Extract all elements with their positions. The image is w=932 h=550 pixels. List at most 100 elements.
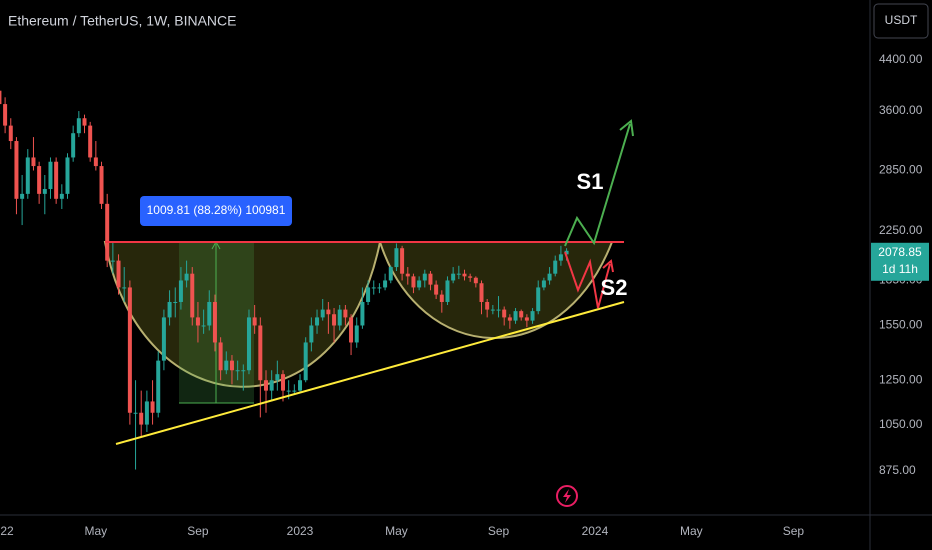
candle-body	[201, 325, 206, 327]
candle-body	[383, 280, 388, 288]
currency-label[interactable]: USDT	[885, 13, 918, 27]
candle-body	[513, 311, 518, 321]
candle-body	[31, 157, 36, 167]
candle-body	[88, 125, 93, 158]
x-tick-label: Sep	[783, 524, 805, 538]
candle-body	[156, 360, 161, 413]
s1-arrow	[564, 123, 631, 247]
last-price-box	[871, 242, 929, 281]
candle-body	[377, 287, 382, 289]
candle-body	[76, 118, 81, 134]
candle-body	[178, 280, 183, 302]
candle-body	[439, 294, 444, 302]
candle-body	[558, 254, 563, 261]
y-tick-label: 2250.00	[879, 223, 923, 237]
candle-body	[127, 287, 132, 413]
candle-body	[468, 276, 473, 278]
candle-body	[337, 309, 342, 326]
candle-body	[184, 273, 189, 281]
candle-body	[309, 325, 314, 343]
candle-body	[59, 193, 64, 199]
candle-body	[14, 141, 19, 199]
y-tick-label: 875.00	[879, 463, 916, 477]
candle-body	[71, 133, 76, 158]
candle-body	[462, 273, 467, 277]
candle-body	[252, 317, 257, 326]
candle-body	[502, 309, 507, 318]
candle-body	[536, 287, 541, 312]
candle-body	[320, 309, 325, 318]
x-tick-label: Sep	[488, 524, 510, 538]
candle-body	[190, 273, 195, 318]
lightning-bolt[interactable]	[563, 489, 571, 503]
candle-body	[235, 370, 240, 372]
candle-body	[218, 342, 223, 371]
candle-body	[207, 301, 212, 326]
y-tick-label: 2850.00	[879, 163, 923, 177]
x-tick-label: 2023	[287, 524, 314, 538]
candle-body	[485, 301, 490, 310]
candle-body	[405, 273, 410, 277]
candle-body	[212, 301, 217, 343]
y-tick-label: 1050.00	[879, 417, 923, 431]
candle-body	[524, 317, 529, 321]
candle-body	[332, 314, 337, 326]
candle-body	[541, 280, 546, 288]
currency-button[interactable]	[873, 3, 929, 39]
countdown-label: 1d 11h	[882, 262, 918, 276]
measure-label: 1009.81 (88.28%) 100981	[147, 203, 286, 217]
candle-body	[326, 309, 331, 315]
candle-body	[116, 260, 121, 288]
candle-body	[150, 401, 155, 413]
candle-body	[105, 203, 110, 261]
candle-body	[246, 317, 251, 371]
candle-body	[54, 161, 59, 199]
candle-body	[360, 301, 365, 326]
candle-body	[0, 90, 2, 105]
s2-arrow	[564, 251, 611, 309]
candle-body	[422, 273, 427, 281]
candle-body	[411, 276, 416, 288]
candle-body	[195, 317, 200, 326]
x-tick-label: May	[385, 524, 408, 538]
candle-body	[428, 273, 433, 285]
s1-label: S1	[577, 169, 604, 194]
candle-body	[42, 189, 47, 194]
candle-body	[224, 360, 229, 371]
drawings: S1 S2 1009.81 (88.28%) 100981	[105, 119, 634, 445]
lightning-icon[interactable]	[556, 485, 578, 507]
candle-body	[229, 360, 234, 371]
x-tick-label: 2024	[582, 524, 609, 538]
candle-body	[99, 166, 104, 204]
lightning-circle[interactable]	[556, 485, 578, 507]
candle-body	[349, 317, 354, 343]
candle-body	[133, 412, 138, 414]
candle-body	[258, 325, 263, 381]
candle-body	[343, 309, 348, 318]
candle-body	[507, 317, 512, 321]
candle-body	[65, 157, 70, 194]
candle-body	[366, 287, 371, 302]
candle-body	[37, 166, 42, 194]
x-tick-label: Sep	[187, 524, 209, 538]
candle-body	[286, 390, 291, 392]
candle-body	[388, 267, 393, 281]
candle-body	[110, 260, 115, 262]
chart-title: Ethereum / TetherUS, 1W, BINANCE	[8, 13, 237, 29]
candle-body	[371, 287, 376, 289]
candle-body	[473, 277, 478, 284]
candle-body	[93, 157, 98, 167]
x-tick-label: May	[85, 524, 108, 538]
y-tick-label: 4400.00	[879, 52, 923, 66]
candle-body	[8, 125, 13, 142]
candle-body	[48, 161, 53, 190]
candle-body	[553, 260, 558, 274]
candle-body	[263, 380, 268, 391]
candle-body	[394, 248, 399, 268]
candle-body	[451, 273, 456, 281]
candle-body	[3, 104, 8, 126]
candle-body	[564, 250, 569, 255]
candle-body	[479, 283, 484, 302]
candle-body	[530, 311, 535, 321]
s2-label: S2	[601, 275, 628, 300]
